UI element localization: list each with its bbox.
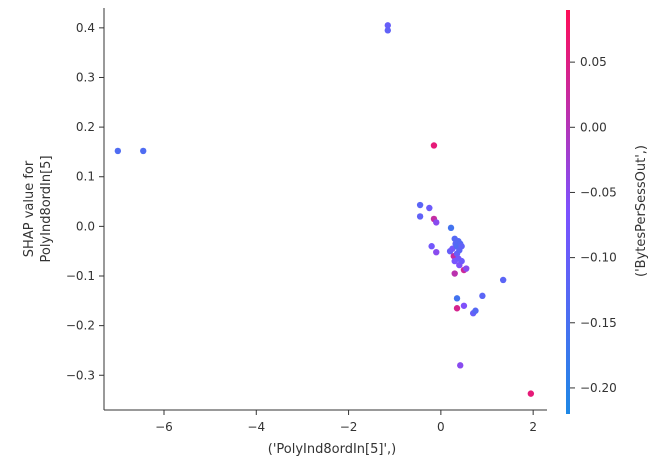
colorbar-tick-label: −0.10: [580, 251, 617, 265]
y-tick-label: 0.0: [76, 219, 95, 233]
data-point: [428, 243, 435, 250]
y-tick-label: −0.2: [66, 319, 95, 333]
y-tick-label: 0.2: [76, 120, 95, 134]
x-axis-label: ('PolyInd8ordIn[5]',): [268, 442, 396, 457]
colorbar-tick-label: −0.15: [580, 316, 617, 330]
x-tick-label: −2: [340, 420, 358, 434]
y-axis-label-line-1: SHAP value for: [22, 160, 37, 257]
data-point: [426, 204, 433, 212]
data-point: [416, 213, 424, 220]
data-point: [499, 276, 507, 284]
data-point: [433, 248, 440, 256]
colorbar-tick-label: −0.20: [580, 381, 617, 395]
data-point: [451, 270, 458, 277]
y-tick-label: 0.1: [76, 170, 95, 184]
data-point: [447, 224, 455, 232]
data-point: [416, 201, 424, 209]
y-tick-label: −0.1: [66, 269, 95, 283]
data-point: [453, 295, 461, 302]
y-axis-label: SHAP value for PolyInd8ordIn[5]: [22, 155, 54, 262]
x-tick-label: 2: [529, 420, 537, 434]
x-tick-label: −6: [155, 420, 173, 434]
data-point: [458, 257, 465, 265]
data-point: [453, 305, 461, 312]
colorbar-gradient: [566, 10, 570, 414]
x-tick-label: −4: [247, 420, 265, 434]
y-axis-label-line-2: PolyInd8ordIn[5]: [39, 155, 54, 262]
y-tick-label: 0.4: [76, 21, 95, 35]
plot-area: 0.4 0.3 0.2 0.1 0.0 −0.1 −0.2 −0.3 −6 −4 −2 0 2: [66, 8, 547, 434]
data-point: [384, 22, 391, 29]
colorbar-tick-label: 0.05: [580, 55, 607, 69]
data-points: [114, 22, 535, 397]
data-point: [140, 147, 147, 155]
data-point: [472, 307, 479, 314]
data-point: [457, 362, 464, 369]
data-point: [479, 292, 486, 300]
colorbar-ticks: 0.05 0.00 −0.05 −0.10 −0.15 −0.20: [570, 55, 617, 395]
data-point: [384, 27, 391, 34]
data-point: [430, 142, 438, 149]
data-point: [433, 219, 440, 226]
y-tick-label: −0.3: [66, 368, 95, 382]
data-point: [458, 243, 465, 250]
colorbar: 0.05 0.00 −0.05 −0.10 −0.15 −0.20 ('BytesPerS…: [566, 10, 649, 414]
colorbar-tick-label: −0.05: [580, 185, 617, 199]
data-point: [527, 390, 535, 397]
data-point: [463, 265, 470, 272]
colorbar-label: ('BytesPerSessOut',): [634, 145, 649, 277]
y-ticks: 0.4 0.3 0.2 0.1 0.0 −0.1 −0.2 −0.3: [66, 21, 104, 382]
data-point: [114, 147, 122, 155]
data-point: [460, 302, 468, 309]
colorbar-tick-label: 0.00: [580, 120, 607, 134]
x-ticks: −6 −4 −2 0 2: [155, 410, 537, 434]
y-tick-label: 0.3: [76, 70, 95, 84]
x-tick-label: 0: [437, 420, 445, 434]
